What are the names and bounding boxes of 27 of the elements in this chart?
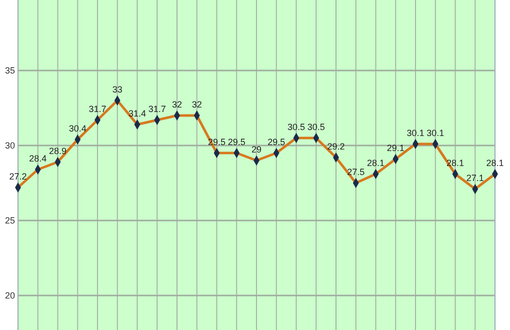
data-label: 29.1 — [386, 143, 404, 153]
y-tick-label: 30 — [4, 140, 15, 151]
data-label: 27.5 — [347, 167, 365, 177]
data-label: 28.4 — [29, 154, 47, 164]
y-tick-label: 25 — [4, 216, 15, 226]
data-label: 28.1 — [486, 158, 504, 168]
y-tick-label: 35 — [4, 66, 15, 76]
data-label: 30.1 — [426, 128, 444, 138]
y-tick-label: 20 — [4, 290, 15, 301]
data-label: 32 — [172, 100, 182, 110]
data-label: 27.1 — [466, 173, 484, 183]
data-label: 31.7 — [148, 104, 166, 114]
data-label: 27.2 — [9, 172, 27, 182]
data-label: 32 — [192, 100, 202, 110]
data-label: 28.9 — [48, 146, 67, 156]
data-label: 29.5 — [228, 137, 246, 147]
data-label: 30.4 — [68, 124, 86, 134]
data-label: 30.5 — [287, 122, 306, 132]
data-label: 29.2 — [327, 142, 345, 152]
data-label: 29.5 — [268, 137, 286, 147]
data-label: 30.1 — [406, 128, 424, 138]
data-label: 31.7 — [88, 104, 106, 114]
data-label: 31.4 — [128, 108, 146, 118]
data-label: 33 — [112, 84, 122, 94]
data-label: 28.1 — [366, 158, 385, 168]
data-label: 30.5 — [307, 122, 325, 132]
data-label: 29 — [251, 144, 262, 154]
